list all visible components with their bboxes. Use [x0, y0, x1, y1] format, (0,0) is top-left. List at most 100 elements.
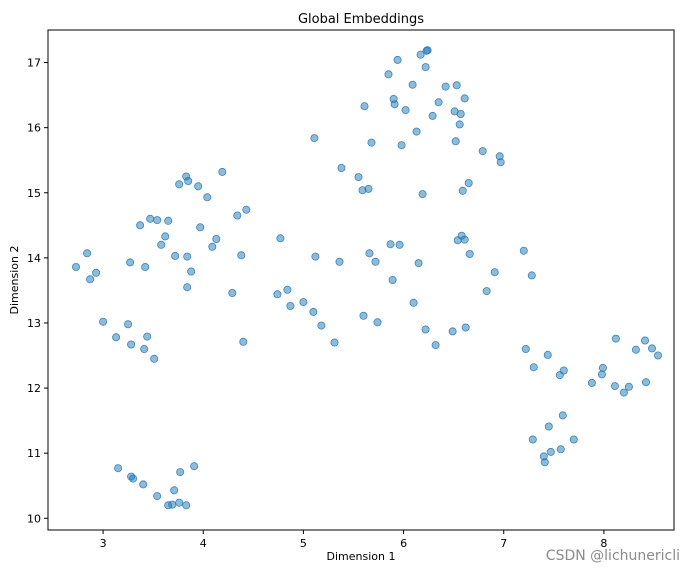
data-point [451, 137, 460, 146]
data-point [365, 249, 374, 258]
data-point [460, 94, 469, 103]
data-point [276, 234, 285, 243]
y-tick-label: 15 [27, 187, 41, 200]
x-axis-label: Dimension 1 [327, 550, 396, 563]
data-point [176, 468, 185, 477]
data-point [421, 63, 430, 72]
y-tick-label: 16 [27, 122, 41, 135]
data-point [448, 327, 457, 336]
data-point [460, 235, 469, 244]
data-point [598, 363, 607, 372]
data-point [409, 298, 418, 307]
data-point [218, 167, 227, 176]
data-point [330, 338, 339, 347]
data-point [337, 163, 346, 172]
data-point [519, 246, 528, 255]
watermark-text: CSDN @lichunericli [546, 548, 680, 564]
data-point [393, 55, 402, 64]
data-point [273, 290, 282, 299]
data-point [175, 498, 184, 507]
x-tick-label: 8 [600, 537, 607, 550]
data-point [401, 106, 410, 115]
data-point [83, 249, 92, 258]
data-point [168, 500, 177, 509]
data-point [611, 334, 620, 343]
data-point [529, 363, 538, 372]
data-point [423, 46, 432, 55]
data-point [619, 388, 628, 397]
data-point [239, 337, 248, 346]
data-point [126, 258, 135, 267]
data-point [139, 480, 148, 489]
data-point [72, 262, 81, 271]
data-point [458, 186, 467, 195]
data-point [208, 242, 217, 251]
chart-title: Global Embeddings [298, 12, 424, 27]
data-point [299, 298, 308, 307]
data-point [161, 232, 170, 241]
data-point [228, 288, 237, 297]
data-point [641, 336, 650, 345]
data-point [317, 321, 326, 330]
y-axis-label: Dimension 2 [8, 246, 21, 315]
data-point [559, 366, 568, 375]
data-point [397, 141, 406, 150]
data-point [184, 176, 193, 185]
data-point [610, 382, 619, 391]
data-point [540, 458, 549, 467]
data-point [203, 193, 212, 202]
data-point [546, 447, 555, 456]
data-point [136, 221, 145, 230]
data-point [311, 252, 320, 261]
data-point [431, 341, 440, 350]
data-point [434, 98, 443, 107]
data-point [648, 344, 657, 353]
x-axis-ticks: 3 4 5 6 7 8 [100, 530, 607, 550]
data-point [242, 205, 251, 214]
data-point [86, 275, 95, 284]
data-point [183, 283, 192, 292]
plot-area-frame [47, 29, 675, 531]
data-point [384, 70, 393, 79]
data-point [367, 138, 376, 147]
data-point [388, 275, 397, 284]
data-point [283, 285, 292, 294]
data-point [310, 134, 319, 143]
data-point [146, 214, 155, 223]
data-point [335, 257, 344, 266]
data-point [170, 486, 179, 495]
data-point [414, 259, 423, 268]
data-point [164, 216, 173, 225]
data-point [153, 492, 162, 501]
data-point [187, 267, 196, 276]
data-point [528, 435, 537, 444]
data-point [624, 382, 633, 391]
data-point [452, 81, 461, 90]
data-point [92, 268, 101, 277]
data-point [233, 211, 242, 220]
data-point [112, 333, 121, 342]
data-point [196, 223, 205, 232]
data-point [482, 287, 491, 296]
data-point [631, 345, 640, 354]
data-point [464, 178, 473, 187]
data-point [157, 240, 166, 249]
data-point [418, 190, 427, 199]
data-point [654, 351, 663, 360]
data-point [441, 82, 450, 91]
data-point [354, 173, 363, 182]
data-point [99, 317, 108, 326]
y-tick-label: 11 [27, 447, 41, 460]
data-point [286, 301, 295, 310]
data-point [642, 378, 651, 387]
data-point [140, 344, 149, 353]
data-point [127, 340, 136, 349]
data-point [153, 216, 162, 225]
data-point [428, 111, 437, 120]
data-point [143, 332, 152, 341]
data-point [455, 120, 464, 129]
data-point [359, 311, 368, 320]
x-tick-label: 5 [300, 537, 307, 550]
data-point [496, 158, 505, 167]
